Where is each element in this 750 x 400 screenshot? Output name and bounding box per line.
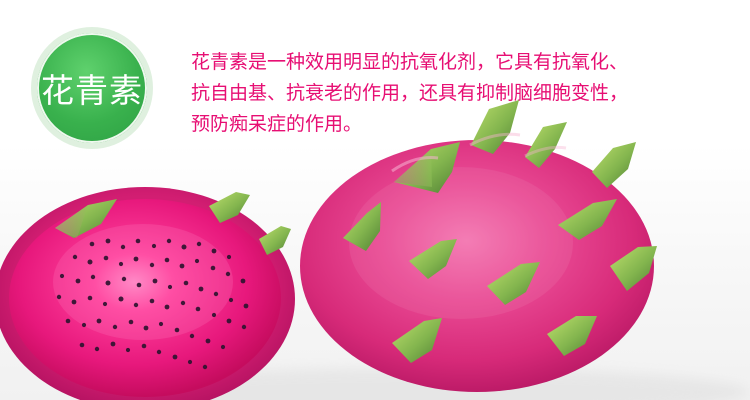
description-line-1: 花青素是一种效用明显的抗氧化剂，它具有抗氧化、 — [191, 51, 629, 73]
anthocyanin-description: 花青素是一种效用明显的抗氧化剂，它具有抗氧化、 抗自由基、抗衰老的作用，还具有抑… — [191, 47, 726, 140]
badge-circle: 花青素 — [31, 27, 153, 149]
description-line-2: 抗自由基、抗衰老的作用，还具有抑制脑细胞变性， — [191, 82, 629, 104]
description-line-3: 预防痴呆症的作用。 — [191, 113, 363, 135]
anthocyanin-badge: 花青素 — [31, 27, 153, 149]
badge-label: 花青素 — [41, 71, 143, 110]
